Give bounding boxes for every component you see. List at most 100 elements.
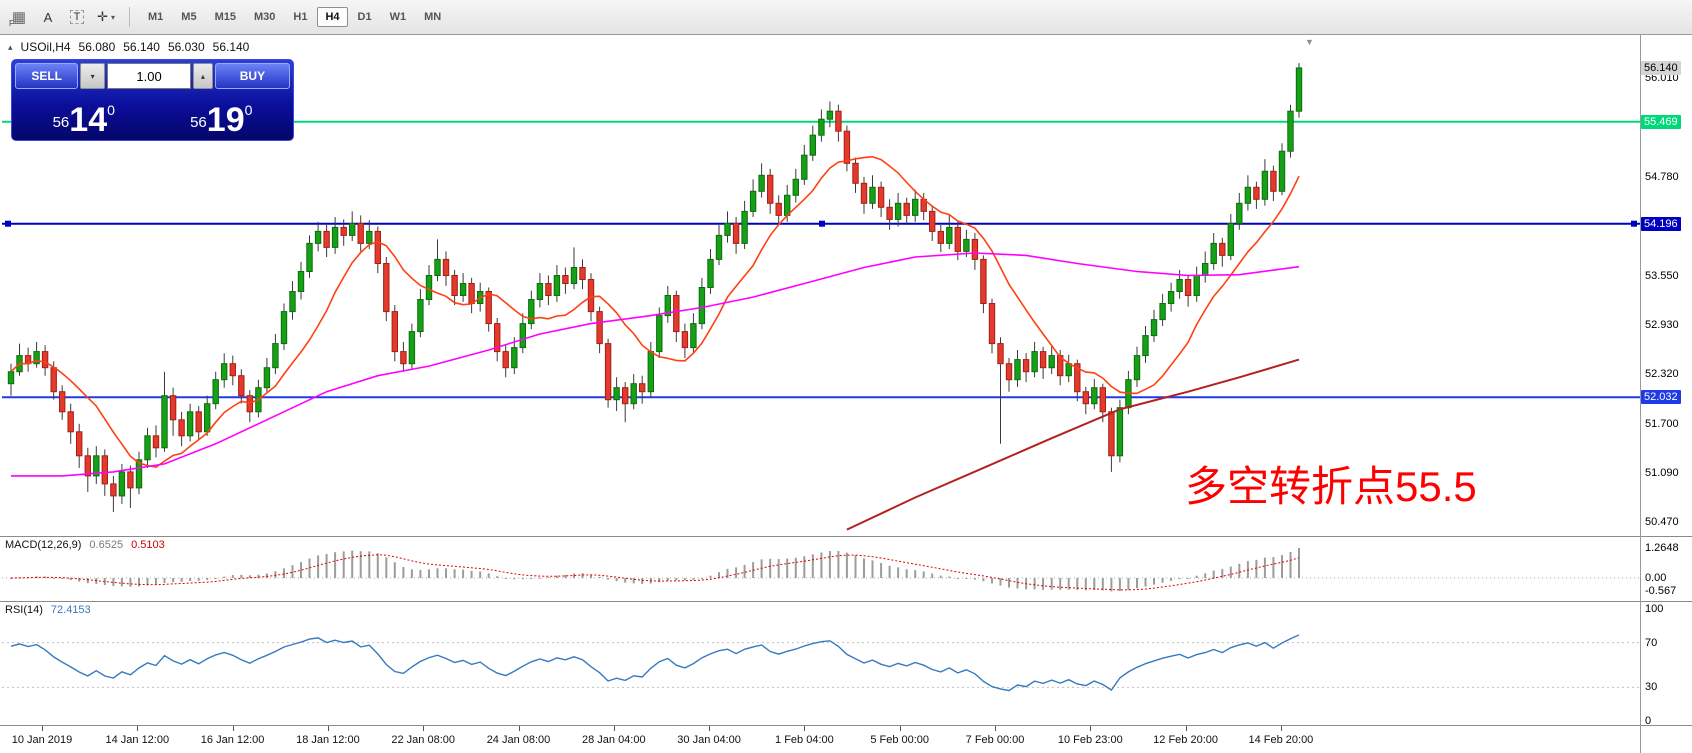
candle xyxy=(988,303,996,345)
macd-bar xyxy=(10,578,12,579)
macd-signal-value: 0.5103 xyxy=(131,539,165,551)
buy-button[interactable]: BUY xyxy=(214,63,290,89)
candle xyxy=(698,287,706,325)
candle xyxy=(570,267,578,284)
timeframe-button-M1[interactable]: M1 xyxy=(148,11,164,23)
candle xyxy=(971,238,979,260)
candle xyxy=(749,190,757,212)
macd-bar xyxy=(1263,557,1266,578)
time-axis-label: 10 Jan 2019 xyxy=(11,734,73,746)
candle xyxy=(1287,110,1294,152)
macd-bar xyxy=(1204,573,1207,578)
chart-windows-button[interactable]: ▦ F xyxy=(6,5,32,29)
candle xyxy=(715,234,723,260)
candle xyxy=(1167,291,1175,304)
macd-bar xyxy=(393,562,396,578)
macd-bar xyxy=(939,575,942,578)
chart-shift-icon: ▼ xyxy=(1305,37,1314,47)
candle xyxy=(442,258,450,276)
candle xyxy=(1236,202,1243,224)
macd-bar xyxy=(496,576,499,578)
sell-price-display[interactable]: 56 14 0 xyxy=(15,89,153,139)
timeframe-button-M30[interactable]: M30 xyxy=(253,11,276,23)
buy-price-sup: 0 xyxy=(244,102,253,118)
candle xyxy=(1278,150,1286,192)
rsi-axis-label: 100 xyxy=(1645,603,1664,615)
rsi-panel[interactable]: RSI(14) 72.4153 100 70 30 0 xyxy=(0,602,1692,727)
macd-panel[interactable]: MACD(12,26,9) 0.6525 0.5103 1.2648 0.00 -0… xyxy=(0,537,1692,601)
volume-increase-button[interactable]: ▴ xyxy=(193,63,213,89)
sell-button[interactable]: SELL xyxy=(15,63,79,89)
buy-price-display[interactable]: 56 19 0 xyxy=(153,89,291,139)
hline-handle[interactable] xyxy=(819,220,825,227)
candle xyxy=(272,343,279,369)
rsi-chart[interactable] xyxy=(0,602,1692,725)
candle xyxy=(502,351,509,369)
macd-bar xyxy=(794,557,797,578)
timeframe-button-W1[interactable]: W1 xyxy=(389,11,407,23)
timeframe-button-MN[interactable]: MN xyxy=(424,11,442,23)
time-axis-label: 5 Feb 00:00 xyxy=(870,734,930,746)
macd-bar xyxy=(1084,578,1087,591)
chart-annotation: 多空转折点55.5 xyxy=(1185,463,1477,510)
timeframe-button-D1[interactable]: D1 xyxy=(357,11,372,23)
macd-bar xyxy=(112,578,115,587)
macd-bar xyxy=(1093,578,1096,591)
macd-axis-label: -0.567 xyxy=(1645,585,1677,598)
macd-bar xyxy=(1170,578,1173,581)
candle xyxy=(33,351,40,365)
ma-fast-line xyxy=(10,155,1300,468)
time-axis-label: 18 Jan 12:00 xyxy=(296,734,360,746)
time-axis-tick xyxy=(232,726,234,731)
text-tool-button[interactable]: T xyxy=(64,5,90,29)
candle xyxy=(289,291,296,313)
candle xyxy=(1193,275,1200,296)
collapse-arrow-icon[interactable]: ▴ xyxy=(8,41,13,52)
candle xyxy=(494,323,501,353)
time-axis-tick xyxy=(137,726,139,731)
time-axis-tick xyxy=(1185,726,1187,731)
candle xyxy=(784,194,791,216)
timeframe-button-M15[interactable]: M15 xyxy=(214,11,236,23)
time-axis-label: 10 Feb 23:00 xyxy=(1057,734,1123,746)
macd-bar xyxy=(513,578,516,580)
hline-handle[interactable] xyxy=(1631,220,1637,227)
candle xyxy=(767,174,774,204)
ohlc-close: 56.140 xyxy=(212,40,250,54)
macd-bar xyxy=(590,574,592,578)
macd-bar xyxy=(632,578,635,584)
candle xyxy=(1048,355,1055,369)
rsi-label: RSI(14) xyxy=(5,604,43,616)
macd-bar xyxy=(342,551,345,578)
candle xyxy=(732,222,740,244)
macd-bar xyxy=(223,576,226,578)
drawing-tools-button[interactable]: ✛ ▾ xyxy=(93,5,119,29)
crosshair-icon: ✛ xyxy=(97,9,108,24)
candle xyxy=(297,271,305,292)
time-axis-label: 7 Feb 00:00 xyxy=(965,734,1025,746)
chevron-down-icon: ▾ xyxy=(110,12,115,22)
timeframe-button-H4[interactable]: H4 xyxy=(317,7,348,27)
time-axis-label: 24 Jan 08:00 xyxy=(486,734,551,746)
volume-input[interactable] xyxy=(107,63,192,89)
candle xyxy=(587,279,595,313)
hline-handle[interactable] xyxy=(5,220,11,227)
candle xyxy=(118,471,126,497)
timeframe-button-H1[interactable]: H1 xyxy=(293,11,308,23)
volume-dropdown-button[interactable]: ▾ xyxy=(80,63,106,89)
macd-bar xyxy=(845,552,848,578)
candle xyxy=(1005,363,1013,381)
candlestick-chart[interactable] xyxy=(0,35,1692,536)
main-chart-panel[interactable]: ▴ USOil,H4 56.080 56.140 56.030 56.140 S… xyxy=(0,35,1692,536)
macd-chart[interactable] xyxy=(0,537,1692,601)
candle xyxy=(929,210,936,232)
macd-bar xyxy=(300,562,302,578)
price-axis-line xyxy=(1640,35,1641,753)
time-axis[interactable]: 10 Jan 2019 14 Jan 12:00 16 Jan 12:00 18 Ja… xyxy=(0,726,1692,753)
candle xyxy=(1099,387,1106,413)
macd-bar xyxy=(735,567,738,578)
cursor-tool-button[interactable]: A xyxy=(43,9,53,25)
macd-bar xyxy=(419,569,422,578)
candle xyxy=(1142,335,1149,357)
timeframe-button-M5[interactable]: M5 xyxy=(181,11,197,23)
